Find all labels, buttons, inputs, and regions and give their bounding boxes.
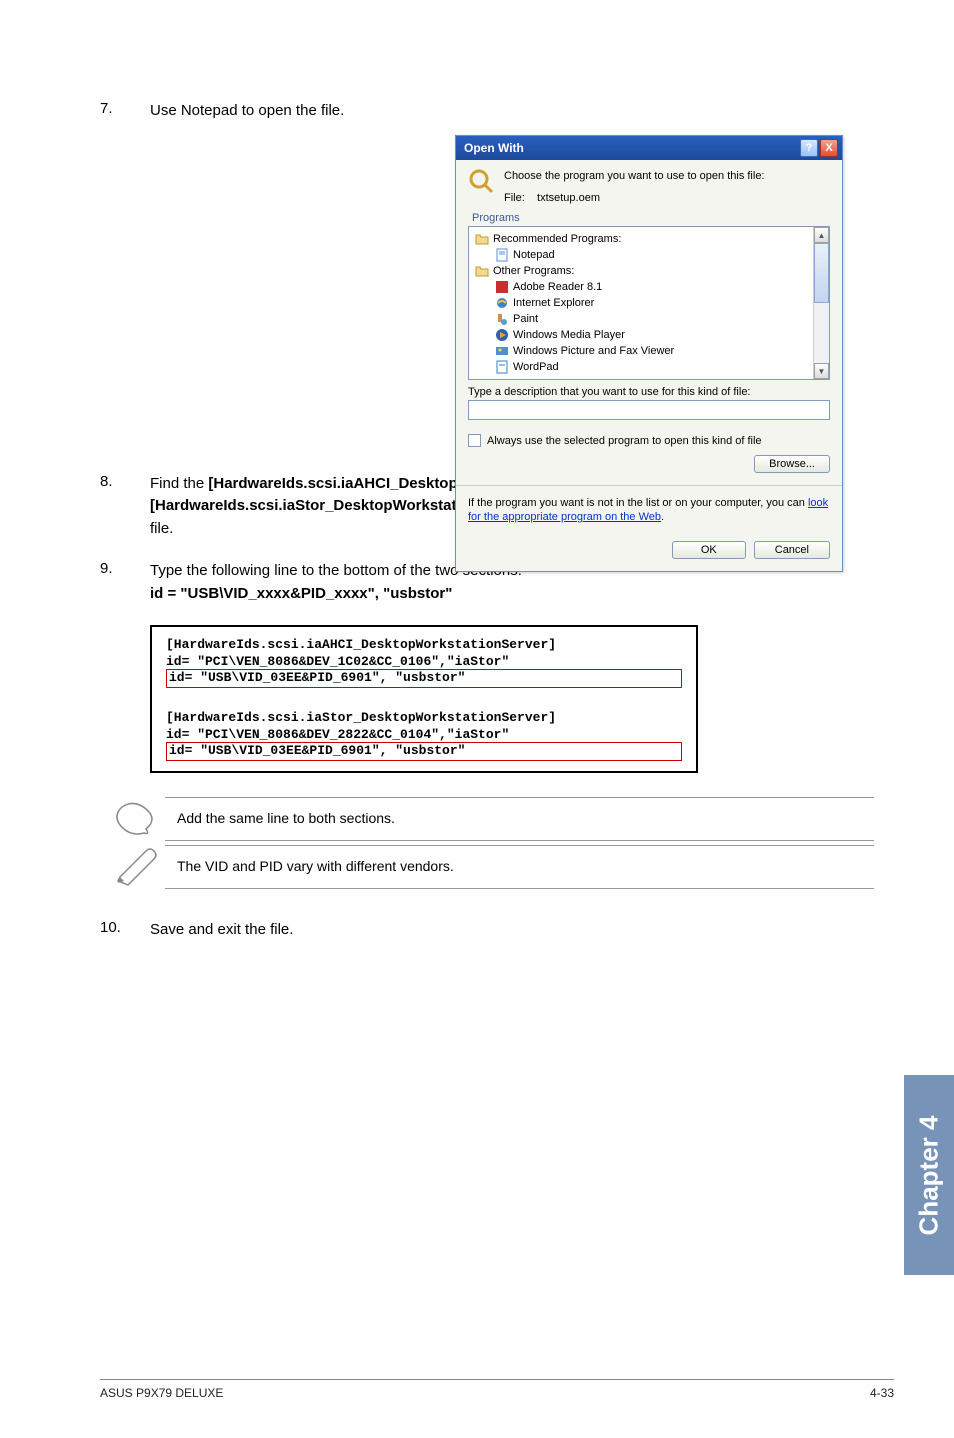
web-lookup-link[interactable]: look xyxy=(808,497,828,509)
scrollbar[interactable]: ▲ ▼ xyxy=(813,227,829,379)
list-item-wordpad[interactable]: WordPad xyxy=(469,359,829,375)
cancel-button[interactable]: Cancel xyxy=(754,541,830,559)
browse-button[interactable]: Browse... xyxy=(754,455,830,473)
list-item-wpfv[interactable]: Windows Picture and Fax Viewer xyxy=(469,343,829,359)
chapter-tab: Chapter 4 xyxy=(904,1075,954,1275)
note-text: The VID and PID vary with different vend… xyxy=(165,845,874,889)
prompt-text: Choose the program you want to use to op… xyxy=(504,168,765,182)
info-text: If the program you want is not in the li… xyxy=(468,496,830,525)
scroll-thumb[interactable] xyxy=(814,243,829,303)
list-item-adobe[interactable]: Adobe Reader 8.1 xyxy=(469,279,829,295)
step-text: Save and exit the file. xyxy=(150,919,894,942)
chapter-label: Chapter 4 xyxy=(914,1115,945,1235)
list-group-recommended: Recommended Programs: xyxy=(469,231,829,247)
step-number: 9. xyxy=(100,560,150,577)
footer-product: ASUS P9X79 DELUXE xyxy=(100,1386,223,1400)
dialog-titlebar[interactable]: Open With ? X xyxy=(456,136,842,160)
always-use-checkbox[interactable] xyxy=(468,434,481,447)
open-with-dialog: Open With ? X Choose the program you wan… xyxy=(455,135,843,572)
list-item-wmp[interactable]: Windows Media Player xyxy=(469,327,829,343)
scroll-up[interactable]: ▲ xyxy=(814,227,829,243)
list-item-ie[interactable]: Internet Explorer xyxy=(469,295,829,311)
step-text: Use Notepad to open the file. xyxy=(150,100,894,123)
ok-button[interactable]: OK xyxy=(672,541,746,559)
search-icon xyxy=(468,168,496,196)
note-callout: Add the same line to both sections. xyxy=(110,797,894,841)
highlighted-code: id= "USB\VID_03EE&PID_6901", "usbstor" xyxy=(166,742,682,761)
note-text: Add the same line to both sections. xyxy=(165,797,874,841)
list-item-notepad[interactable]: Notepad xyxy=(469,247,829,263)
list-item-paint[interactable]: Paint xyxy=(469,311,829,327)
highlighted-code: id= "USB\VID_03EE&PID_6901", "usbstor" xyxy=(166,669,682,688)
pencil-icon xyxy=(110,846,165,888)
step-number: 10. xyxy=(100,919,150,936)
step-number: 7. xyxy=(100,100,150,117)
description-label: Type a description that you want to use … xyxy=(468,386,830,398)
web-lookup-link[interactable]: for the appropriate program on the Web xyxy=(468,511,661,523)
program-list[interactable]: Recommended Programs: Notepad Other Prog… xyxy=(468,226,830,380)
close-button[interactable]: X xyxy=(820,139,838,157)
step-number: 8. xyxy=(100,473,150,490)
scroll-down[interactable]: ▼ xyxy=(814,363,829,379)
dialog-title: Open With xyxy=(464,141,524,155)
description-input[interactable] xyxy=(468,400,830,420)
footer-page: 4-33 xyxy=(870,1386,894,1400)
tab-programs: Programs xyxy=(468,212,830,224)
note-callout: The VID and PID vary with different vend… xyxy=(110,845,894,889)
note-icon xyxy=(110,798,165,840)
list-group-other: Other Programs: xyxy=(469,263,829,279)
help-button[interactable]: ? xyxy=(800,139,818,157)
code-block: [HardwareIds.scsi.iaAHCI_DesktopWorkstat… xyxy=(150,625,698,773)
always-use-label: Always use the selected program to open … xyxy=(487,435,762,447)
